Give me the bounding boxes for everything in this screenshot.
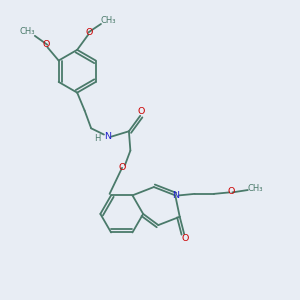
Text: N: N — [172, 191, 179, 200]
Text: CH₃: CH₃ — [20, 27, 35, 36]
Text: O: O — [42, 40, 50, 49]
Text: O: O — [85, 28, 93, 37]
Text: N: N — [104, 132, 111, 141]
Text: O: O — [227, 187, 235, 196]
Text: O: O — [181, 234, 188, 243]
Text: CH₃: CH₃ — [248, 184, 263, 193]
Text: O: O — [118, 163, 126, 172]
Text: H: H — [94, 134, 100, 142]
Text: CH₃: CH₃ — [100, 16, 116, 25]
Text: O: O — [137, 107, 145, 116]
